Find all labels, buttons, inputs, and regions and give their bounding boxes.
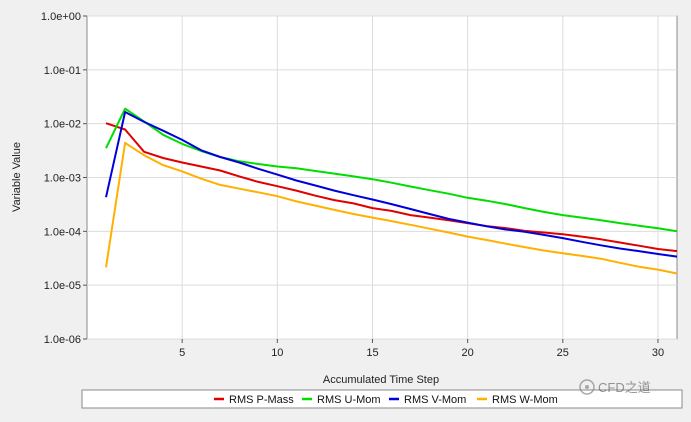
series-line-rms-w-mom	[105, 141, 678, 275]
grid	[87, 15, 677, 340]
series-line-rms-p-mass	[105, 122, 678, 253]
x-tick-label: 20	[462, 347, 474, 359]
watermark-text: CFD之道	[598, 380, 651, 395]
legend-label-rms-w-mom: RMS W-Mom	[492, 394, 558, 406]
series-line-rms-v-mom	[105, 111, 678, 258]
y-tick-label: 1.0e-03	[44, 173, 81, 185]
watermark-logo-dot	[585, 385, 589, 389]
watermark: CFD之道	[579, 379, 651, 395]
legend-label-rms-u-mom: RMS U-Mom	[317, 394, 381, 406]
y-axis-label: Variable Value	[11, 142, 23, 212]
legend-label-rms-p-mass: RMS P-Mass	[229, 394, 294, 406]
x-tick-label: 30	[652, 347, 664, 359]
y-tick-label: 1.0e-06	[44, 334, 81, 346]
x-tick-label: 15	[366, 347, 378, 359]
series-lines	[105, 107, 678, 275]
y-tick-label: 1.0e-04	[44, 226, 81, 238]
x-tick-label: 10	[271, 347, 283, 359]
x-tick-label: 25	[557, 347, 569, 359]
y-tick-label: 1.0e-01	[44, 65, 81, 77]
x-axis-label: Accumulated Time Step	[323, 374, 439, 386]
x-axis-ticks: 5 10 15 20 25 30	[179, 339, 664, 359]
legend: RMS P-Mass RMS U-Mom RMS V-Mom RMS W-Mom	[214, 394, 558, 406]
y-tick-label: 1.0e-02	[44, 119, 81, 131]
y-tick-label: 1.0e-05	[44, 280, 81, 292]
y-axis-ticks: 1.0e-06 1.0e-05 1.0e-04 1.0e-03 1.0e-02 1.0e-…	[41, 11, 87, 346]
watermark-logo-icon	[579, 379, 595, 395]
y-tick-label: 1.0e+00	[41, 11, 81, 23]
legend-label-rms-v-mom: RMS V-Mom	[404, 394, 466, 406]
x-tick-label: 5	[179, 347, 185, 359]
legend-box	[81, 389, 683, 409]
